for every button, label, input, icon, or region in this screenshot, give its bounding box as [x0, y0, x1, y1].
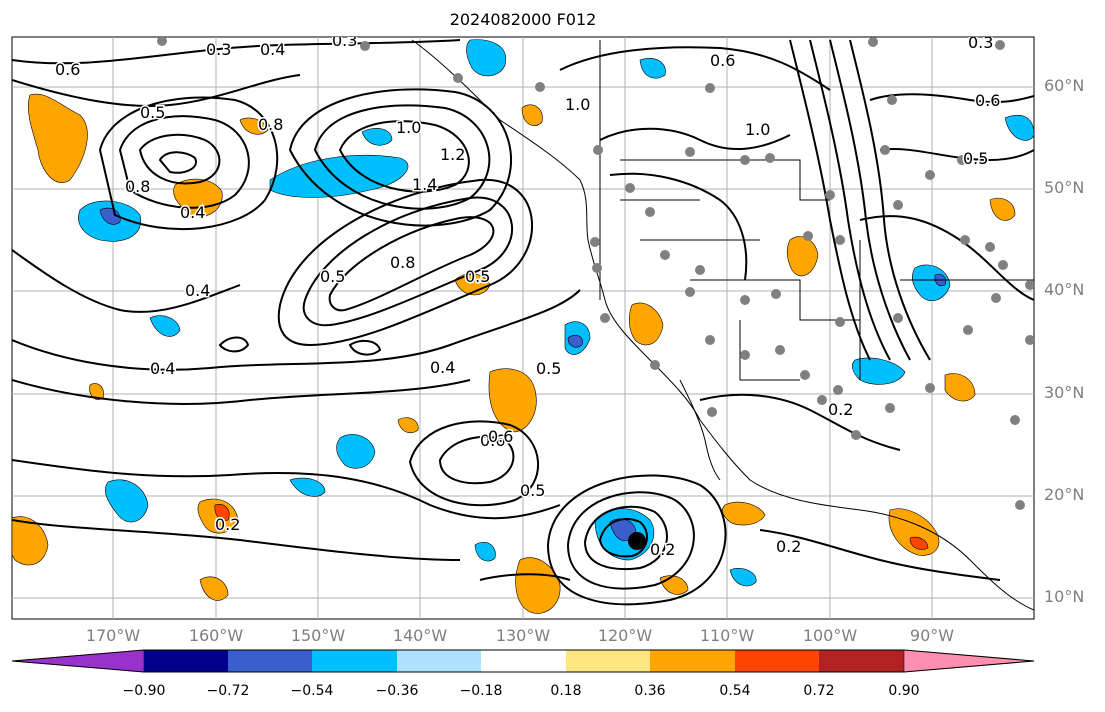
contour-label: 0.2 [828, 400, 853, 419]
contour-label: 0.5 [465, 267, 490, 286]
colorbar-tick: −0.54 [290, 683, 334, 699]
colorbar-tick: −0.72 [206, 683, 250, 699]
colorbar-outline [11, 649, 1035, 673]
contour-label: 0.3 [206, 40, 231, 59]
lon-label: 110°W [699, 626, 755, 645]
colorbar-segment [566, 650, 650, 672]
colorbar-segment [650, 650, 735, 672]
colorbar-segment [11, 649, 145, 673]
colorbar-tick: −0.18 [459, 683, 503, 699]
colorbar-segment [397, 650, 481, 672]
colorbar-segment [735, 650, 819, 672]
colorbar-segment [312, 650, 397, 672]
lon-label: 160°W [188, 626, 244, 645]
colorbar-tick: 0.54 [719, 683, 751, 699]
lon-label: 90°W [909, 626, 955, 645]
lon-label: 120°W [597, 626, 653, 645]
contour-label: 1.2 [440, 145, 465, 164]
contour-label: 0.4 [260, 40, 285, 59]
colorbar-tick: 0.90 [888, 683, 920, 699]
lat-label: 10°N [1044, 587, 1085, 606]
colorbar-segment [819, 650, 904, 672]
colorbar-tick: −0.90 [122, 683, 166, 699]
lon-label: 150°W [290, 626, 346, 645]
lon-label: 100°W [802, 626, 858, 645]
colorbar-segment [228, 650, 312, 672]
contour-label: 0.6 [488, 427, 513, 446]
contour-label: 1.4 [412, 175, 437, 194]
contour-label: 0.8 [125, 177, 150, 196]
contour-label: 0.6 [975, 91, 1000, 110]
contour-label: 0.5 [963, 149, 988, 168]
lon-label: 140°W [392, 626, 448, 645]
contour-label: 0.2 [215, 515, 240, 534]
graticule [12, 37, 1034, 619]
lat-label: 50°N [1044, 178, 1085, 197]
lon-label: 130°W [495, 626, 551, 645]
contour-label: 0.5 [320, 267, 345, 286]
colorbar-tick: 0.18 [550, 683, 582, 699]
colorbar-segment [144, 650, 228, 672]
contour-label: 0.4 [150, 359, 175, 378]
contour-label: 0.6 [55, 60, 80, 79]
lat-label: 40°N [1044, 280, 1085, 299]
colorbar-segment [903, 649, 1035, 673]
contour-label: 0.5 [520, 481, 545, 500]
contour-label: 0.3 [968, 33, 993, 52]
contour-label: 0.6 [480, 431, 505, 450]
lat-label: 60°N [1044, 76, 1085, 95]
colorbar-tick: 0.36 [634, 683, 666, 699]
lat-label: 20°N [1044, 485, 1085, 504]
contour-label: 0.2 [650, 540, 675, 559]
contour-label: 0.5 [140, 103, 165, 122]
map-title: 2024082000 F012 [449, 10, 597, 29]
contour-label: 0.4 [180, 203, 205, 222]
contour-label: 1.0 [396, 118, 421, 137]
contour-label: 0.2 [776, 537, 801, 556]
station-dots [157, 37, 1034, 510]
lat-label: 30°N [1044, 383, 1085, 402]
contour-label: 0.4 [185, 281, 210, 300]
contour-label: 0.3 [332, 31, 357, 50]
contour-label: 0.4 [430, 358, 455, 377]
colorbar-segment [481, 650, 566, 672]
contour-label: 1.0 [745, 120, 770, 139]
colorbar-tick: −0.36 [375, 683, 419, 699]
contour-labels: 0.3 0.4 0.3 0.6 0.5 0.8 1.0 1.2 1.4 0.4 … [54, 31, 1002, 561]
colorbar-tick: 0.72 [803, 683, 835, 699]
contour-label: 0.8 [390, 253, 415, 272]
colorbar [11, 649, 1035, 673]
contour-lines [12, 39, 1034, 606]
contour-label: 0.5 [536, 359, 561, 378]
lon-label: 170°W [85, 626, 141, 645]
contour-label: 1.0 [565, 95, 590, 114]
storm-center-marker [628, 532, 646, 550]
contour-label: 0.8 [258, 115, 283, 134]
contour-label: 0.6 [710, 51, 735, 70]
